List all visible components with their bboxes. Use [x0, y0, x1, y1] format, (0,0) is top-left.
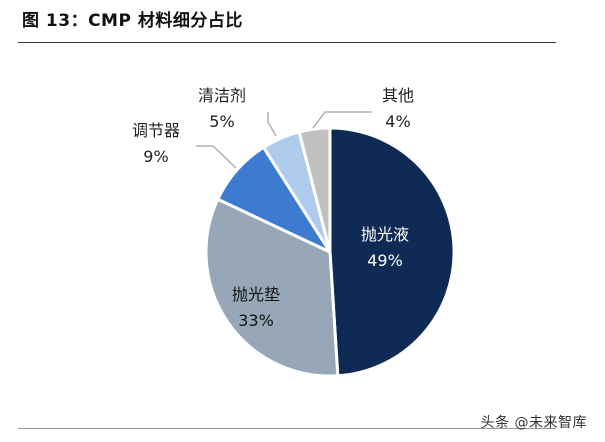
pie-slice-1: [328, 126, 456, 378]
leader-line-3: [196, 145, 237, 169]
slice-value-2: 33%: [238, 311, 274, 330]
bottom-rule: [18, 428, 556, 429]
watermark: 头条 @未来智库: [480, 415, 587, 431]
figure-title: 图 13：CMP 材料细分占比: [22, 11, 243, 31]
leader-line-5: [312, 111, 372, 129]
top-rule: [18, 42, 556, 43]
slice-value-3: 9%: [143, 147, 168, 166]
leader-line-4: [267, 112, 277, 137]
slice-value-1: 49%: [367, 251, 403, 270]
slice-label-1: 抛光液: [361, 225, 409, 244]
slice-value-5: 4%: [385, 112, 410, 131]
pie-slice-2: [204, 197, 340, 378]
slice-label-4: 清洁剂: [198, 86, 246, 105]
slice-label-3: 调节器: [132, 121, 180, 140]
slice-label-5: 其他: [382, 86, 414, 105]
slice-value-4: 5%: [209, 112, 234, 131]
pie-slice-5: [297, 126, 332, 254]
slice-label-2: 抛光垫: [232, 285, 280, 304]
